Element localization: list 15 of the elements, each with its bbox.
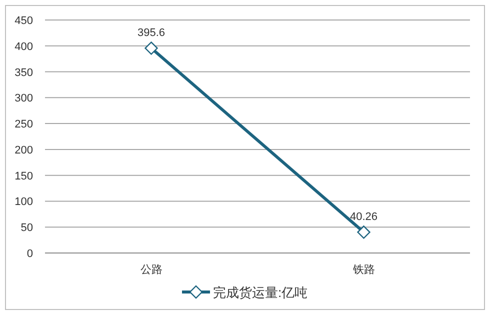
y-tick-label: 300: [14, 92, 33, 105]
data-label: 395.6: [137, 27, 166, 40]
y-tick-label: 100: [14, 196, 33, 208]
y-tick-label: 150: [14, 170, 33, 182]
legend-label: 完成货运量:亿吨: [213, 285, 308, 300]
y-tick-label: 200: [14, 144, 33, 156]
y-tick-label: 450: [14, 15, 33, 27]
y-tick-label: 0: [26, 248, 33, 260]
y-tick-label: 400: [14, 40, 33, 53]
data-label: 40.26: [350, 211, 378, 224]
y-tick-label: 250: [14, 118, 33, 131]
y-tick-label: 50: [20, 222, 33, 234]
y-tick-label: 350: [14, 66, 33, 79]
x-tick-label: 铁路: [352, 264, 375, 276]
x-tick-label: 公路: [140, 264, 162, 276]
